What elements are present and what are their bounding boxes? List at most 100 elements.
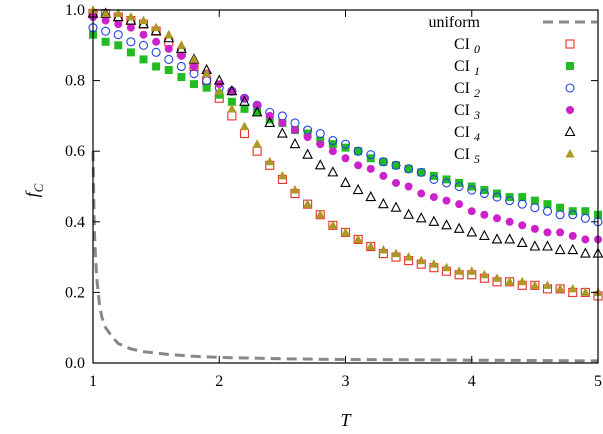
data-point-ci-5 [113, 8, 123, 18]
data-point-ci-2 [176, 61, 186, 72]
y-tick-label: 1.0 [65, 2, 85, 19]
legend-marker-ci-1 [566, 62, 574, 70]
data-point-ci-5 [88, 5, 98, 14]
x-tick-label: 4 [468, 373, 476, 390]
data-point-ci-2 [126, 37, 136, 47]
data-point-ci-5 [139, 15, 148, 25]
data-point-ci-2 [328, 136, 338, 146]
data-point-ci-4 [516, 236, 528, 248]
y-tick-label: 0.6 [65, 143, 85, 160]
data-point-ci-4 [529, 240, 541, 251]
data-point-ci-0 [252, 146, 262, 156]
data-point-ci-3 [354, 161, 363, 170]
data-point-ci-3 [392, 178, 400, 187]
data-point-ci-3 [164, 44, 173, 53]
data-point-ci-1 [354, 147, 363, 156]
data-point-ci-4 [365, 190, 377, 202]
data-point-ci-1 [379, 157, 388, 166]
data-point-ci-4 [226, 85, 238, 96]
data-point-ci-5 [328, 220, 338, 229]
data-point-ci-5 [454, 266, 464, 275]
data-point-ci-2 [404, 164, 414, 174]
data-point-ci-3 [316, 140, 325, 149]
data-point-ci-1 [392, 161, 400, 170]
legend-marker-ci-2 [565, 83, 575, 93]
data-point-ci-5 [101, 8, 111, 18]
data-point-ci-5 [202, 68, 212, 78]
data-point-ci-1 [114, 41, 123, 50]
data-point-ci-4 [478, 229, 490, 240]
data-point-ci-5 [505, 276, 515, 286]
data-point-ci-2 [429, 174, 439, 184]
legend-label-uniform: uniform [428, 14, 480, 31]
data-point-ci-5 [240, 121, 249, 130]
data-point-ci-3 [366, 164, 375, 173]
data-point-ci-3 [341, 154, 350, 163]
data-point-ci-5 [429, 259, 439, 268]
data-point-ci-3 [101, 16, 110, 25]
data-point-ci-5 [543, 280, 552, 289]
data-point-ci-5 [404, 252, 414, 261]
legend: uniform CI 0CI 1CI 2CI 3CI 4CI 5 [428, 14, 597, 166]
data-point-ci-5 [126, 12, 136, 21]
data-point-ci-4 [542, 240, 553, 251]
data-point-ci-3 [114, 20, 123, 29]
data-point-ci-2 [353, 146, 363, 156]
data-point-ci-5 [227, 103, 237, 113]
data-point-ci-3 [467, 207, 476, 216]
x-axis-label: T [340, 410, 352, 430]
legend-marker-ci-4 [564, 125, 576, 137]
data-point-ci-1 [240, 104, 249, 113]
data-point-ci-3 [190, 62, 198, 71]
data-point-ci-5 [265, 156, 275, 166]
data-point-ci-3 [177, 51, 186, 60]
data-point-ci-1 [101, 37, 110, 46]
data-point-ci-1 [164, 66, 173, 75]
data-point-ci-4 [352, 183, 364, 195]
data-point-ci-5 [378, 245, 388, 254]
data-point-ci-5 [517, 276, 527, 286]
y-axis-label: fC [22, 183, 46, 197]
data-point-ci-3 [543, 228, 552, 237]
data-point-ci-3 [152, 37, 161, 46]
legend-marker-ci-5 [565, 149, 575, 158]
data-point-ci-3 [291, 126, 299, 135]
data-point-ci-2 [568, 210, 578, 220]
plot-marks [87, 5, 603, 363]
legend-label-ci-3: CI 3 [454, 102, 480, 122]
data-point-ci-4 [276, 127, 288, 138]
data-point-ci-5 [164, 29, 174, 39]
data-point-ci-2 [555, 210, 565, 220]
data-point-ci-3 [518, 221, 527, 230]
data-point-ci-2 [479, 189, 489, 199]
data-point-ci-1 [530, 196, 539, 205]
data-point-ci-4 [504, 233, 516, 244]
data-point-ci-1 [518, 193, 527, 202]
data-point-ci-4 [340, 176, 351, 188]
data-point-ci-4 [314, 159, 326, 170]
data-point-ci-5 [303, 199, 313, 208]
legend-label-ci-0: CI 0 [454, 36, 480, 56]
data-point-ci-5 [315, 209, 325, 219]
data-point-ci-3 [556, 228, 565, 237]
data-point-ci-5 [189, 54, 199, 63]
data-point-ci-3 [278, 118, 287, 127]
data-point-ci-1 [417, 168, 426, 177]
data-point-ci-3 [530, 224, 539, 233]
uniform-line [91, 151, 599, 363]
data-point-ci-4 [377, 197, 389, 209]
legend-label-ci-5: CI 5 [454, 146, 480, 166]
data-point-ci-5 [176, 40, 186, 49]
legend-marker-ci-3 [566, 106, 574, 114]
data-point-ci-3 [581, 235, 590, 244]
data-point-ci-5 [555, 283, 565, 293]
legend-label-ci-2: CI 2 [454, 80, 480, 100]
data-point-ci-2 [492, 192, 502, 202]
data-point-ci-5 [479, 269, 489, 279]
data-point-ci-2 [454, 181, 464, 192]
data-point-ci-3 [568, 231, 577, 240]
data-point-ci-5 [290, 185, 300, 194]
legend-label-ci-1: CI 1 [454, 58, 480, 78]
data-point-ci-4 [428, 215, 440, 226]
